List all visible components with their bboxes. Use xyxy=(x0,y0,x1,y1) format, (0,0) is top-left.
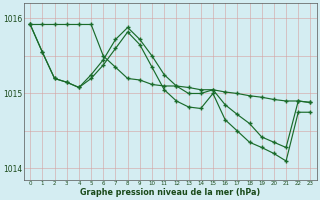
X-axis label: Graphe pression niveau de la mer (hPa): Graphe pression niveau de la mer (hPa) xyxy=(80,188,260,197)
